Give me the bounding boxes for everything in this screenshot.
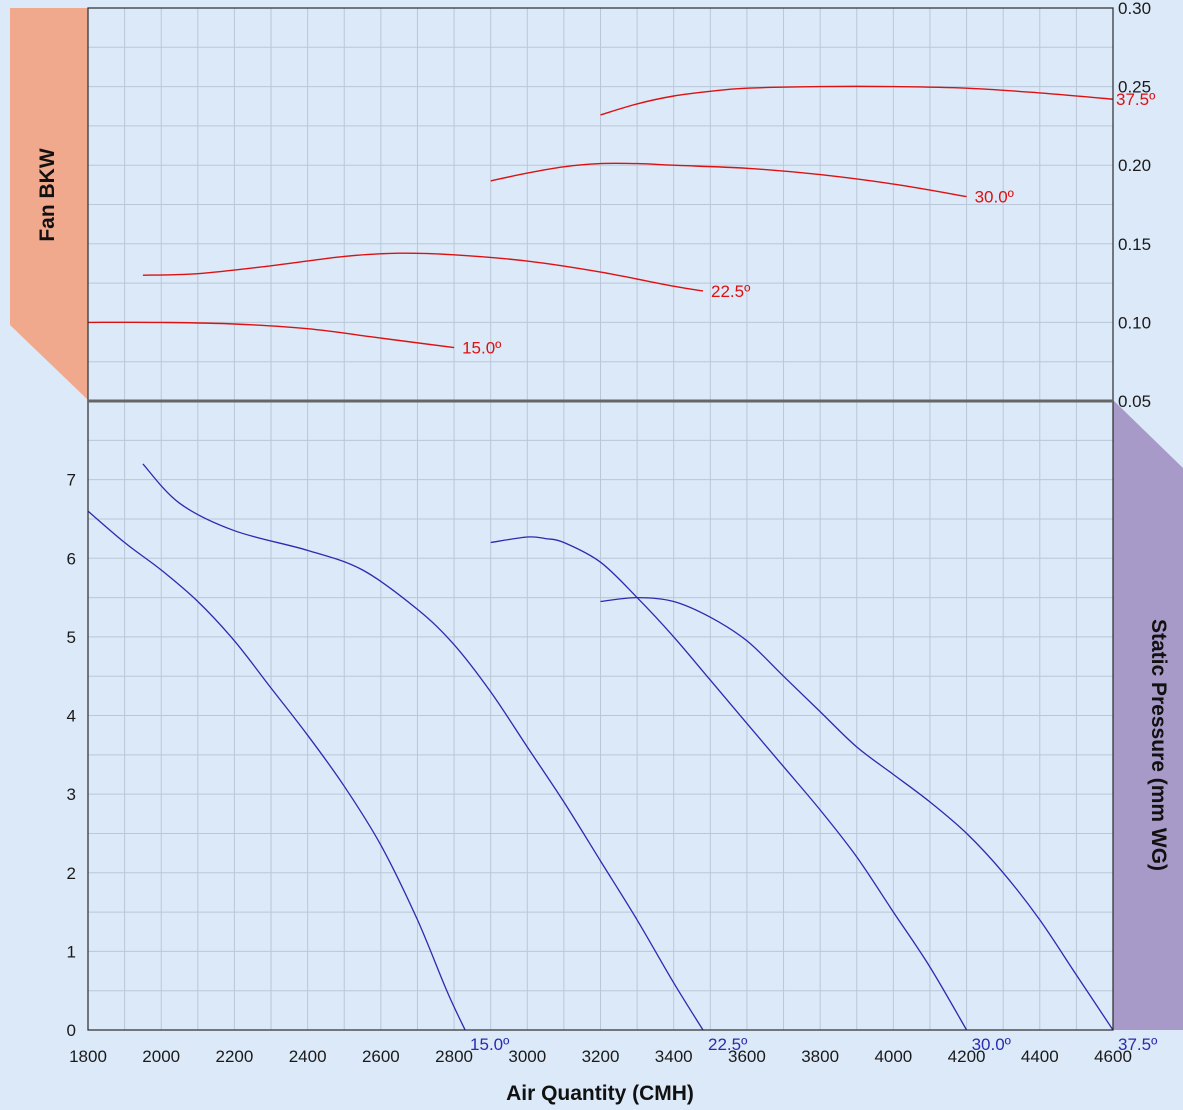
static-pressure-tab <box>1113 400 1183 1030</box>
fan-bkw-tick-label: 0.30 <box>1118 0 1151 18</box>
static-pressure-tick-label: 1 <box>67 942 76 961</box>
pressure-curve-37-5 <box>600 596 1114 1031</box>
air-quantity-tick-label: 2000 <box>142 1047 180 1066</box>
air-quantity-tick-label: 3000 <box>508 1047 546 1066</box>
plot-border <box>87 7 1114 1031</box>
static-pressure-axis-title: Static Pressure (mm WG) <box>1147 619 1170 871</box>
power-curve-30-0 <box>490 162 967 198</box>
air-quantity-tick-label: 2800 <box>435 1047 473 1066</box>
fan-bkw-tick-label: 0.15 <box>1118 235 1151 254</box>
air-quantity-axis-title: Air Quantity (CMH) <box>506 1082 694 1105</box>
air-quantity-tick-label: 2400 <box>289 1047 327 1066</box>
air-quantity-tick-label: 3800 <box>801 1047 839 1066</box>
air-quantity-tick-label: 3400 <box>655 1047 693 1066</box>
power-curve-37-5 <box>600 85 1114 116</box>
curve-labels: 15.0º 22.5º 30.0º 37.5º 15.0º 22.5º 30.0º 37.5º <box>462 90 1157 1054</box>
pressure-curve-label: 15.0º <box>470 1035 509 1054</box>
pressure-curve-label: 22.5º <box>708 1035 747 1054</box>
static-pressure-tick-label: 4 <box>67 707 76 726</box>
power-curve-label: 22.5º <box>711 282 750 301</box>
static-pressure-tick-label: 6 <box>67 549 76 568</box>
static-pressure-tick-label: 5 <box>67 628 76 647</box>
fan-bkw-tick-label: 0.20 <box>1118 156 1151 175</box>
power-curve-15-0 <box>87 321 455 349</box>
air-quantity-tick-label: 4600 <box>1094 1047 1132 1066</box>
static-pressure-tick-label: 3 <box>67 785 76 804</box>
air-quantity-tick-label: 3600 <box>728 1047 766 1066</box>
pressure-curve-label: 30.0º <box>972 1035 1011 1054</box>
static-pressure-tick-label: 7 <box>67 471 76 490</box>
air-quantity-tick-label: 4000 <box>874 1047 912 1066</box>
air-quantity-tick-label: 2600 <box>362 1047 400 1066</box>
power-curve-22-5 <box>142 252 704 292</box>
air-quantity-tick-label: 1800 <box>69 1047 107 1066</box>
fan-bkw-tab <box>10 8 88 400</box>
power-curve-label: 37.5º <box>1116 90 1155 109</box>
pressure-curve-label: 37.5º <box>1118 1035 1157 1054</box>
curves <box>87 85 1114 1031</box>
tick-labels: 0.05 0.10 0.15 0.20 0.25 0.30 0 1 2 3 4 5 6 7 1800 2000… <box>67 0 1152 1066</box>
power-curve-label: 30.0º <box>975 188 1014 207</box>
fan-bkw-tick-label: 0.25 <box>1118 78 1151 97</box>
static-pressure-tick-label: 2 <box>67 864 76 883</box>
power-curve-label: 15.0º <box>462 339 501 358</box>
pressure-curve-22-5 <box>142 463 704 1031</box>
fan-bkw-tick-label: 0.05 <box>1118 392 1151 411</box>
air-quantity-tick-label: 4200 <box>948 1047 986 1066</box>
air-quantity-tick-label: 2200 <box>216 1047 254 1066</box>
fan-bkw-axis-title: Fan BKW <box>36 148 59 242</box>
static-pressure-tick-label: 0 <box>67 1021 76 1040</box>
pressure-curve-15-0 <box>87 510 466 1031</box>
air-quantity-tick-label: 4400 <box>1021 1047 1059 1066</box>
grid <box>88 8 1113 1030</box>
air-quantity-tick-label: 3200 <box>582 1047 620 1066</box>
pressure-curve-30-0 <box>490 536 968 1031</box>
fan-bkw-tick-label: 0.10 <box>1118 313 1151 332</box>
